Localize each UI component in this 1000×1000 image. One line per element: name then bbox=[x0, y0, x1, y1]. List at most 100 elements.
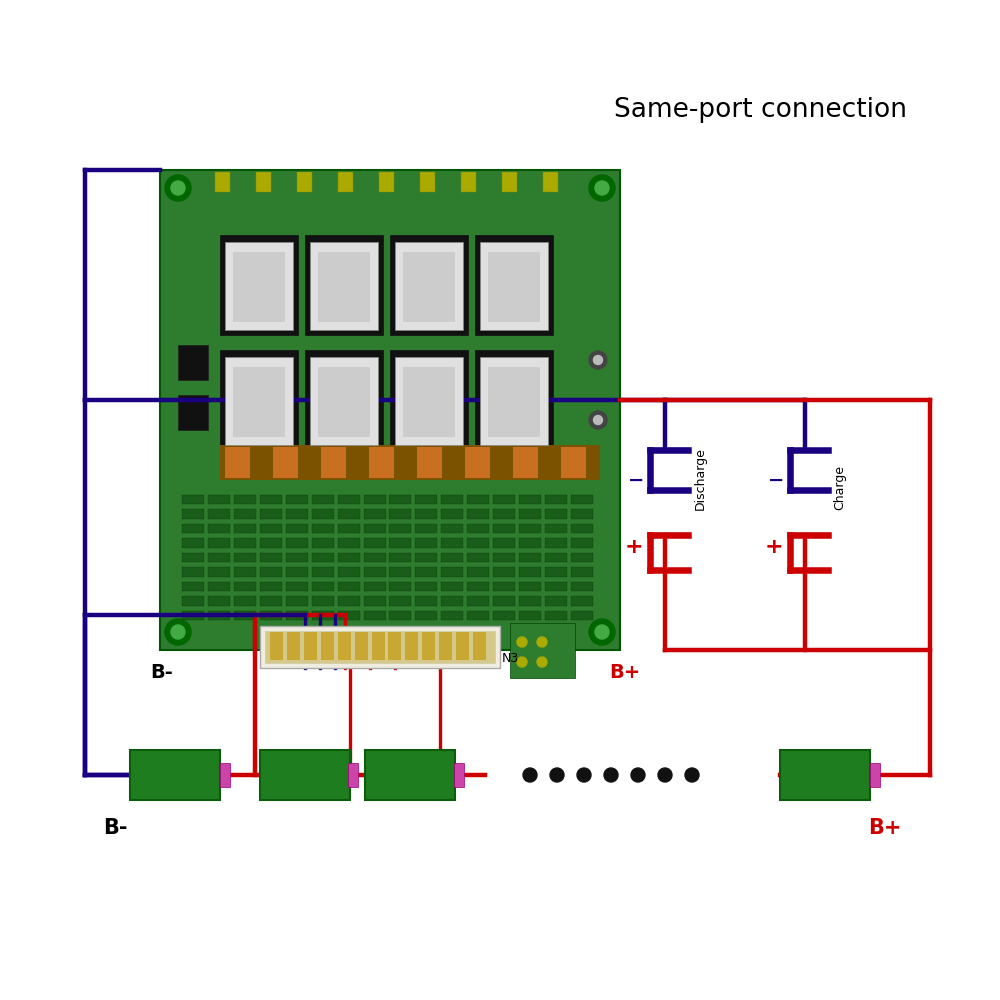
Bar bbox=[405, 632, 418, 660]
Bar bbox=[220, 763, 230, 787]
Text: B+: B+ bbox=[609, 662, 641, 682]
Bar bbox=[208, 596, 230, 606]
Bar bbox=[420, 172, 435, 192]
Bar bbox=[364, 567, 386, 577]
Circle shape bbox=[577, 768, 591, 782]
Circle shape bbox=[685, 768, 699, 782]
Bar bbox=[312, 553, 334, 562]
Bar bbox=[286, 596, 308, 606]
Bar bbox=[338, 538, 360, 548]
Bar bbox=[571, 524, 593, 533]
Bar bbox=[545, 596, 567, 606]
Bar bbox=[415, 611, 437, 620]
Text: B-: B- bbox=[103, 818, 127, 838]
Bar bbox=[415, 524, 437, 533]
Bar bbox=[312, 567, 334, 577]
Bar bbox=[389, 509, 412, 519]
Bar bbox=[545, 495, 567, 504]
Bar bbox=[260, 567, 282, 577]
Bar bbox=[571, 509, 593, 519]
Bar bbox=[338, 567, 360, 577]
Bar bbox=[519, 538, 541, 548]
Bar bbox=[178, 395, 208, 430]
Bar bbox=[415, 495, 437, 504]
Bar bbox=[208, 524, 230, 533]
Bar bbox=[234, 509, 256, 519]
Bar bbox=[260, 611, 282, 620]
Bar bbox=[260, 524, 282, 533]
Bar bbox=[465, 447, 490, 478]
Bar bbox=[318, 252, 370, 322]
Bar bbox=[545, 524, 567, 533]
Bar bbox=[234, 524, 256, 533]
Bar bbox=[389, 596, 412, 606]
Bar bbox=[467, 495, 489, 504]
Bar bbox=[571, 567, 593, 577]
Bar bbox=[403, 367, 455, 437]
Circle shape bbox=[595, 625, 609, 639]
Circle shape bbox=[589, 619, 615, 645]
Circle shape bbox=[550, 768, 564, 782]
Bar bbox=[182, 524, 204, 533]
Bar bbox=[519, 509, 541, 519]
Bar bbox=[488, 252, 540, 322]
Bar bbox=[364, 538, 386, 548]
Bar bbox=[441, 524, 463, 533]
Bar bbox=[519, 596, 541, 606]
Text: B+: B+ bbox=[868, 818, 902, 838]
Bar bbox=[364, 611, 386, 620]
Bar bbox=[225, 242, 293, 330]
Bar bbox=[234, 567, 256, 577]
Bar bbox=[389, 524, 412, 533]
Bar bbox=[395, 357, 463, 445]
Bar bbox=[467, 553, 489, 562]
Bar bbox=[545, 553, 567, 562]
Bar bbox=[220, 445, 600, 480]
Bar bbox=[571, 596, 593, 606]
Bar bbox=[369, 447, 394, 478]
Bar bbox=[493, 495, 515, 504]
Bar bbox=[260, 582, 282, 591]
Bar bbox=[338, 495, 360, 504]
Bar bbox=[519, 495, 541, 504]
Bar bbox=[234, 538, 256, 548]
Text: Discharge: Discharge bbox=[694, 447, 706, 510]
Bar bbox=[510, 623, 575, 678]
Bar bbox=[519, 567, 541, 577]
Bar bbox=[355, 632, 368, 660]
Bar bbox=[513, 447, 538, 478]
Bar bbox=[561, 447, 586, 478]
Bar bbox=[208, 582, 230, 591]
Bar bbox=[318, 367, 370, 437]
Circle shape bbox=[658, 768, 672, 782]
Bar bbox=[467, 524, 489, 533]
Bar bbox=[502, 172, 517, 192]
Bar bbox=[260, 509, 282, 519]
Bar bbox=[493, 538, 515, 548]
Bar bbox=[286, 495, 308, 504]
Bar bbox=[379, 172, 394, 192]
Bar bbox=[338, 582, 360, 591]
Bar bbox=[260, 596, 282, 606]
Bar bbox=[182, 567, 204, 577]
Bar bbox=[364, 524, 386, 533]
Bar bbox=[273, 447, 298, 478]
Bar bbox=[364, 582, 386, 591]
Bar bbox=[286, 524, 308, 533]
Bar bbox=[182, 538, 204, 548]
Circle shape bbox=[523, 768, 537, 782]
Bar bbox=[390, 235, 468, 335]
Bar bbox=[364, 553, 386, 562]
Bar bbox=[441, 538, 463, 548]
Bar bbox=[234, 596, 256, 606]
Bar bbox=[312, 509, 334, 519]
Bar bbox=[389, 582, 412, 591]
Bar bbox=[415, 538, 437, 548]
Bar bbox=[545, 538, 567, 548]
Bar bbox=[519, 524, 541, 533]
Bar bbox=[182, 596, 204, 606]
Circle shape bbox=[165, 619, 191, 645]
Bar bbox=[286, 582, 308, 591]
Bar bbox=[233, 252, 285, 322]
Bar bbox=[389, 567, 412, 577]
